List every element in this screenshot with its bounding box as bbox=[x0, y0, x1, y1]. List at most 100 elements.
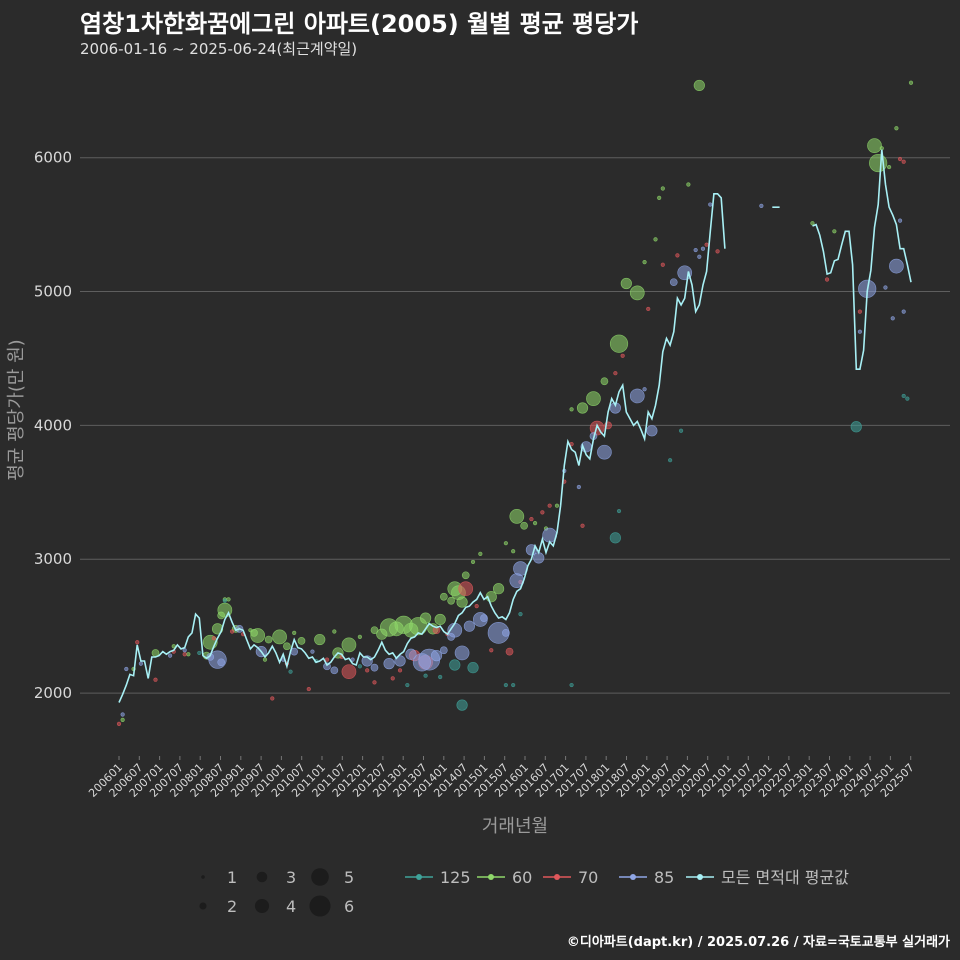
data-point-125 bbox=[423, 673, 428, 678]
data-point-60 bbox=[686, 182, 691, 187]
y-tick-label: 6000 bbox=[34, 149, 72, 167]
data-point-70 bbox=[505, 647, 514, 656]
data-point-70 bbox=[153, 677, 158, 682]
data-point-60 bbox=[341, 637, 357, 653]
data-point-60 bbox=[332, 629, 337, 634]
data-point-70 bbox=[901, 159, 906, 164]
data-point-60 bbox=[503, 541, 508, 546]
data-point-60 bbox=[586, 391, 601, 406]
data-point-60 bbox=[569, 407, 574, 412]
color-legend-label: 모든 면적대 평균값 bbox=[721, 868, 849, 887]
data-point-85 bbox=[646, 425, 658, 437]
data-point-125 bbox=[511, 682, 516, 688]
data-point-60 bbox=[908, 80, 914, 85]
size-legend-label: 4 bbox=[286, 897, 296, 916]
data-point-85 bbox=[120, 712, 125, 717]
data-point-60 bbox=[642, 259, 647, 265]
data-point-85 bbox=[897, 218, 903, 223]
data-point-70 bbox=[458, 581, 474, 597]
data-point-70 bbox=[390, 676, 395, 681]
data-point-125 bbox=[449, 659, 461, 671]
data-point-70 bbox=[372, 680, 377, 685]
data-point-85 bbox=[890, 316, 895, 321]
data-point-60 bbox=[810, 221, 815, 226]
color-legend-label: 70 bbox=[578, 868, 598, 887]
data-point-70 bbox=[432, 626, 441, 635]
data-point-85 bbox=[576, 484, 581, 490]
data-point-60 bbox=[509, 509, 525, 524]
data-point-85 bbox=[883, 285, 888, 290]
data-point-85 bbox=[430, 650, 443, 662]
data-point-60 bbox=[532, 521, 538, 526]
color-legend-marker bbox=[488, 874, 494, 880]
data-point-85 bbox=[708, 202, 713, 207]
data-point-60 bbox=[120, 717, 125, 722]
data-point-85 bbox=[901, 309, 906, 314]
data-point-70 bbox=[704, 242, 709, 247]
data-point-85 bbox=[480, 614, 488, 622]
data-point-70 bbox=[675, 253, 680, 258]
data-point-85 bbox=[669, 278, 678, 287]
data-point-70 bbox=[857, 309, 863, 314]
y-axis-title: 평균 평당가(만 원) bbox=[6, 339, 27, 480]
data-point-70 bbox=[474, 603, 479, 609]
data-point-85 bbox=[502, 629, 510, 637]
data-point-60 bbox=[264, 635, 273, 644]
color-legend-marker bbox=[416, 874, 422, 880]
data-point-70 bbox=[613, 371, 618, 376]
data-point-60 bbox=[492, 583, 505, 595]
data-point-125 bbox=[467, 662, 479, 674]
data-point-125 bbox=[288, 669, 293, 674]
data-point-60 bbox=[660, 186, 665, 191]
data-point-85 bbox=[439, 646, 448, 655]
size-legend-label: 5 bbox=[344, 868, 354, 887]
data-point-60 bbox=[693, 79, 705, 92]
size-legend-marker bbox=[254, 898, 270, 914]
data-point-85 bbox=[454, 645, 470, 661]
data-point-60 bbox=[461, 571, 470, 580]
data-point-70 bbox=[824, 277, 830, 282]
data-point-125 bbox=[222, 598, 227, 603]
data-point-60 bbox=[832, 229, 837, 234]
data-point-70 bbox=[620, 353, 625, 358]
data-point-60 bbox=[600, 377, 609, 386]
data-point-85 bbox=[138, 661, 143, 666]
data-point-60 bbox=[226, 597, 231, 602]
data-point-60 bbox=[456, 596, 468, 608]
data-point-125 bbox=[609, 532, 621, 544]
data-point-125 bbox=[357, 664, 362, 669]
data-point-60 bbox=[434, 613, 446, 626]
size-legend-label: 6 bbox=[344, 897, 354, 916]
data-point-70 bbox=[230, 629, 235, 634]
data-point-85 bbox=[629, 388, 645, 404]
color-legend-label: 125 bbox=[440, 868, 471, 887]
data-point-60 bbox=[283, 642, 291, 651]
color-legend-label: 60 bbox=[512, 868, 532, 887]
data-point-85 bbox=[310, 649, 315, 654]
data-point-85 bbox=[182, 648, 187, 653]
y-tick-label: 4000 bbox=[34, 416, 72, 434]
data-point-125 bbox=[901, 393, 906, 399]
data-point-60 bbox=[419, 612, 432, 624]
color-legend-marker bbox=[554, 874, 560, 880]
size-legend-marker bbox=[256, 871, 268, 883]
color-legend-marker bbox=[630, 874, 636, 880]
data-point-70 bbox=[897, 156, 903, 162]
chart-subtitle: 2006-01-16 ~ 2025-06-24(최근계약일) bbox=[80, 40, 358, 58]
data-point-60 bbox=[887, 164, 892, 170]
data-point-125 bbox=[405, 682, 410, 688]
data-point-85 bbox=[463, 620, 475, 632]
data-point-85 bbox=[759, 203, 764, 208]
data-point-85 bbox=[330, 666, 339, 675]
data-point-60 bbox=[576, 402, 589, 414]
data-point-70 bbox=[116, 721, 122, 726]
data-point-85 bbox=[697, 254, 702, 259]
data-point-85 bbox=[889, 258, 904, 274]
data-point-60 bbox=[478, 551, 483, 556]
size-legend-marker bbox=[201, 875, 205, 879]
data-point-85 bbox=[700, 246, 706, 251]
data-point-70 bbox=[660, 262, 665, 267]
size-legend-marker bbox=[199, 902, 207, 910]
data-point-85 bbox=[167, 653, 173, 658]
data-point-60 bbox=[629, 285, 645, 301]
